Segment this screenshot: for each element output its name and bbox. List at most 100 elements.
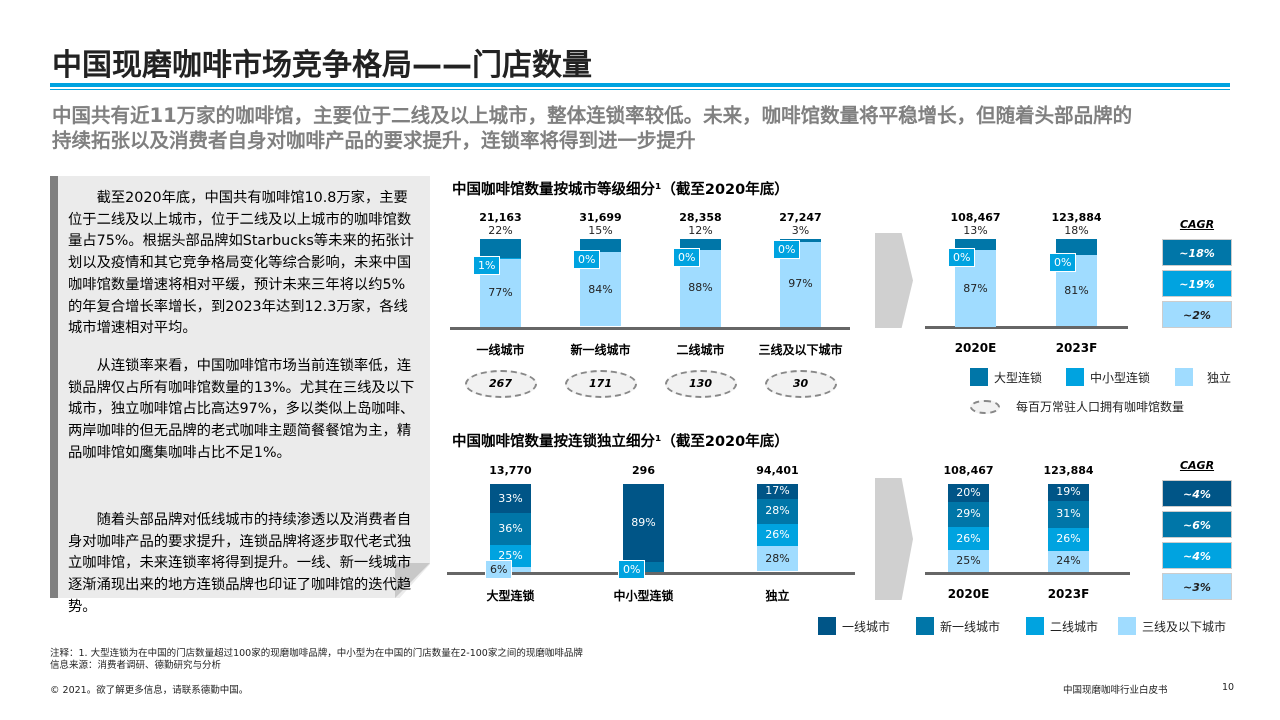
- category-label: 独立: [765, 589, 790, 603]
- bar-total: 108,467: [943, 464, 994, 477]
- legend-item: 中小型连锁: [1066, 368, 1150, 386]
- cafes-per-million-ellipse: 30: [764, 370, 837, 398]
- independent-share: 84%: [588, 283, 613, 297]
- chart2-title: 中国咖啡馆数量按连锁独立细分¹（截至2020年底）: [452, 434, 789, 450]
- bar-total: 123,884: [1043, 464, 1094, 477]
- small-segment-tag: 0%: [618, 560, 646, 579]
- legend-label: 一线城市: [842, 619, 891, 634]
- bar-segment: 26%: [948, 527, 989, 550]
- bar-segment: [955, 239, 996, 251]
- bar-segment: [580, 239, 621, 253]
- segment-label: 26%: [765, 528, 790, 542]
- large-chain-share: 18%: [1064, 224, 1089, 237]
- bar-segment: 17%: [757, 484, 798, 499]
- page-number: 10: [1222, 682, 1235, 693]
- segment-label: 26%: [1056, 532, 1081, 546]
- small-chain-share: 0%: [1049, 252, 1077, 272]
- bar-total: 28,358: [679, 211, 722, 224]
- small-chain-share: 1%: [473, 256, 501, 276]
- page-title: 中国现磨咖啡市场竞争格局——门店数量: [52, 48, 592, 83]
- category-label: 二线城市: [676, 343, 725, 357]
- chart1-cagr-title: CAGR: [1179, 218, 1215, 231]
- chart1-title: 中国咖啡馆数量按城市等级细分¹（截至2020年底）: [452, 182, 789, 198]
- legend-swatch: [916, 617, 934, 635]
- segment-label: 29%: [956, 507, 981, 521]
- legend-swatch: [1118, 617, 1136, 635]
- independent-share: 77%: [488, 286, 513, 300]
- bar-total: 296: [632, 464, 655, 477]
- bar-total: 123,884: [1051, 211, 1102, 224]
- bar-segment: [480, 258, 521, 260]
- bar-segment: [680, 239, 721, 250]
- chart1-cagr-indep: ~2%: [1162, 301, 1232, 328]
- legend-label: 独立: [1207, 370, 1232, 385]
- paragraph-3: 随着头部品牌对低线城市的持续渗透以及消费者自身对咖啡产品的要求提升，连锁品牌将逐…: [68, 512, 412, 615]
- bar-segment: 89%: [623, 484, 664, 563]
- segment-label: 89%: [631, 516, 656, 530]
- segment-label: 25%: [956, 554, 981, 567]
- legend-item: 新一线城市: [916, 617, 1000, 635]
- footnote: 注释：1. 大型连锁为在中国的门店数量超过100家的现磨咖啡品牌，中小型为在中国…: [50, 648, 583, 659]
- chart1-baseline: [450, 327, 850, 330]
- independent-share: 87%: [963, 281, 988, 295]
- stacked-bar: [480, 239, 521, 327]
- bar-total: 94,401: [756, 464, 799, 477]
- small-chain-share: 0%: [948, 248, 976, 268]
- chart1-cagr-small: ~19%: [1162, 270, 1232, 297]
- panel-accent: [50, 176, 58, 598]
- bar-segment: 36%: [490, 513, 531, 545]
- bar-total: 108,467: [950, 211, 1001, 224]
- segment-label: 25%: [498, 548, 523, 562]
- segment-label: 26%: [956, 531, 981, 545]
- bar-segment: 20%: [948, 484, 989, 502]
- stacked-bar: 20% 29% 26% 25%: [948, 484, 989, 572]
- legend-item: 大型连锁: [970, 368, 1042, 386]
- legend-label: 每百万常驻人口拥有咖啡馆数量: [1016, 400, 1185, 414]
- cafes-per-million-ellipse: 171: [564, 370, 637, 398]
- title-rule-thin: [50, 89, 1230, 90]
- bar-segment: 24%: [1048, 550, 1089, 572]
- chart1b-baseline: [925, 326, 1128, 329]
- legend-swatch: [1026, 617, 1044, 635]
- legend-item: 二线城市: [1026, 617, 1098, 635]
- stacked-bar: 89%: [623, 484, 664, 572]
- bar-segment: 33%: [490, 484, 531, 514]
- copyright: © 2021。欲了解更多信息，请联系德勤中国。: [50, 685, 249, 696]
- large-chain-share: 12%: [688, 224, 713, 237]
- chart2b-baseline: [925, 572, 1130, 575]
- chart2-cagr-newtier1: ~6%: [1162, 511, 1232, 538]
- stacked-bar: 17% 28% 26% 28%: [757, 484, 798, 572]
- bar-segment: 31%: [1048, 500, 1089, 528]
- text-panel: [50, 176, 430, 598]
- dashed-ellipse-icon: [970, 399, 1000, 414]
- category-label: 2020E: [954, 341, 997, 355]
- bar-segment: 26%: [757, 523, 798, 547]
- stacked-bar: 33% 36% 25%: [490, 484, 531, 572]
- paragraph-1: 截至2020年底，中国共有咖啡馆10.8万家，主要位于二线及以上城市，位于二线及…: [68, 190, 414, 337]
- subtitle-line-2: 持续拓张以及消费者自身对咖啡产品的要求提升，连锁率将得到进一步提升: [52, 129, 696, 152]
- bar-total: 21,163: [479, 211, 522, 224]
- category-label: 大型连锁: [486, 589, 535, 603]
- independent-share: 97%: [788, 277, 813, 291]
- legend-item: 三线及以下城市: [1118, 617, 1226, 635]
- legend-item: 每百万常驻人口拥有咖啡馆数量: [970, 398, 1184, 415]
- category-label: 中小型连锁: [613, 589, 674, 603]
- bar-segment: [780, 239, 821, 242]
- independent-share: 81%: [1064, 284, 1089, 298]
- category-label: 新一线城市: [570, 343, 631, 357]
- bar-total: 27,247: [779, 211, 822, 224]
- large-chain-share: 15%: [588, 224, 613, 237]
- chart1-cagr-large: ~18%: [1162, 239, 1232, 266]
- chart2-cagr-tier1: ~4%: [1162, 480, 1232, 507]
- segment-label: 24%: [1056, 554, 1081, 568]
- category-label: 2023F: [1047, 587, 1090, 601]
- bar-total: 13,770: [489, 464, 532, 477]
- chevron-arrow-icon: [875, 233, 913, 328]
- small-chain-share: 0%: [673, 247, 701, 267]
- bar-segment: 28%: [757, 498, 798, 524]
- segment-label: 31%: [1056, 507, 1081, 521]
- chart2-cagr-tier2: ~4%: [1162, 542, 1232, 569]
- cafes-per-million-ellipse: 130: [664, 370, 737, 398]
- category-label: 一线城市: [476, 343, 525, 357]
- legend-label: 新一线城市: [940, 619, 1001, 634]
